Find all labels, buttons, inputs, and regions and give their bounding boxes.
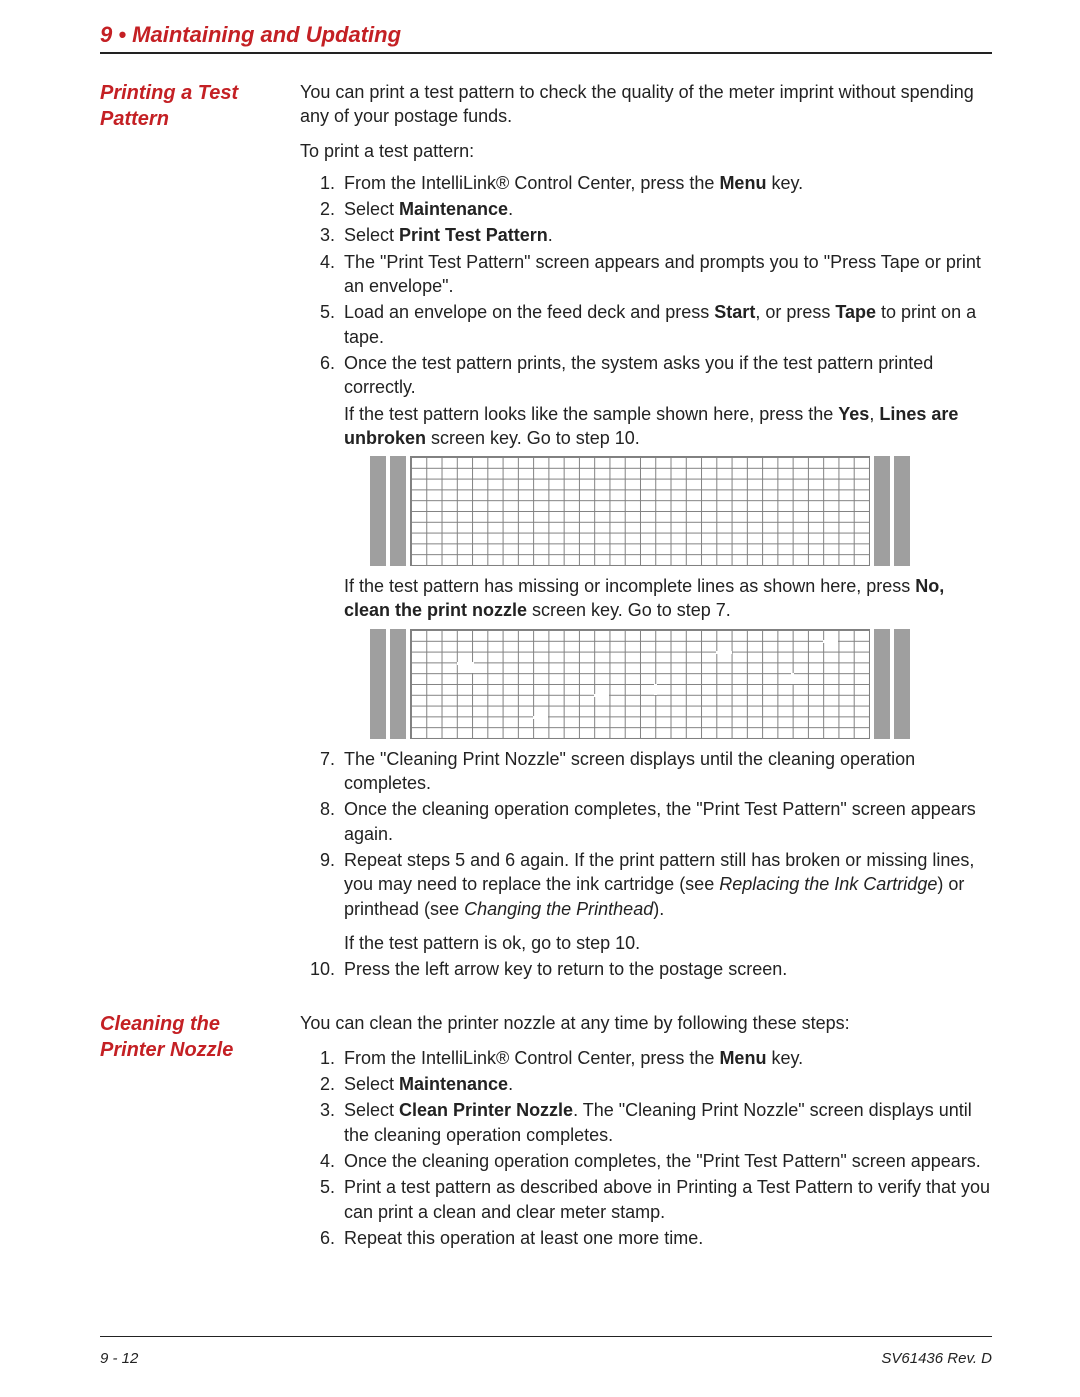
t: Select: [344, 225, 399, 245]
t: ).: [653, 899, 664, 919]
step-10: Press the left arrow key to return to th…: [340, 957, 992, 981]
step-1: From the IntelliLink® Control Center, pr…: [340, 171, 992, 195]
step-8: Once the cleaning operation completes, t…: [340, 797, 992, 846]
steps-list-2: From the IntelliLink® Control Center, pr…: [300, 1046, 992, 1250]
t: Menu: [719, 1048, 766, 1068]
t: , or press: [755, 302, 835, 322]
step-3: Select Clean Printer Nozzle. The "Cleani…: [340, 1098, 992, 1147]
t: Select: [344, 1100, 399, 1120]
section-cleaning-nozzle: Cleaning the Printer Nozzle You can clea…: [100, 1011, 992, 1252]
t: If the test pattern looks like the sampl…: [344, 404, 838, 424]
t: Yes: [838, 404, 869, 424]
section-title: Printing a Test Pattern: [100, 80, 300, 132]
t: Maintenance: [399, 199, 508, 219]
step-4: Once the cleaning operation completes, t…: [340, 1149, 992, 1173]
footer-left: 9 - 12: [100, 1350, 138, 1367]
t: .: [548, 225, 553, 245]
t: screen key. Go to step 10.: [426, 428, 640, 448]
chapter-header: 9 • Maintaining and Updating: [100, 22, 992, 54]
intro-paragraph: You can print a test pattern to check th…: [300, 80, 992, 129]
t: Clean Printer Nozzle: [399, 1100, 573, 1120]
t: ,: [869, 404, 879, 424]
t: From the IntelliLink® Control Center, pr…: [344, 1048, 719, 1068]
step-5: Load an envelope on the feed deck and pr…: [340, 300, 992, 349]
t: Print Test Pattern: [399, 225, 548, 245]
t: Changing the Printhead: [464, 899, 653, 919]
step-6: Repeat this operation at least one more …: [340, 1226, 992, 1250]
t: Start: [714, 302, 755, 322]
t: .: [508, 199, 513, 219]
figure-bad-pattern: [370, 629, 992, 739]
t: Load an envelope on the feed deck and pr…: [344, 302, 714, 322]
footer-rule: [100, 1336, 992, 1337]
steps-list-1: From the IntelliLink® Control Center, pr…: [300, 171, 992, 982]
section-printing-test-pattern: Printing a Test Pattern You can print a …: [100, 80, 992, 983]
intro-2: To print a test pattern:: [300, 139, 992, 163]
section-body: You can clean the printer nozzle at any …: [300, 1011, 992, 1252]
intro-paragraph: You can clean the printer nozzle at any …: [300, 1011, 992, 1035]
step-6: Once the test pattern prints, the system…: [340, 351, 992, 739]
t: Maintenance: [399, 1074, 508, 1094]
t: key.: [766, 173, 803, 193]
t: Select: [344, 199, 399, 219]
section-body: You can print a test pattern to check th…: [300, 80, 992, 983]
step-6-extra: If the test pattern looks like the sampl…: [344, 402, 992, 451]
step-7: The "Cleaning Print Nozzle" screen displ…: [340, 747, 992, 796]
step-4: The "Print Test Pattern" screen appears …: [340, 250, 992, 299]
step-5: Print a test pattern as described above …: [340, 1175, 992, 1224]
step-1: From the IntelliLink® Control Center, pr…: [340, 1046, 992, 1070]
t: Tape: [835, 302, 876, 322]
footer-right: SV61436 Rev. D: [881, 1350, 992, 1367]
t: Replacing the Ink Cartridge: [719, 874, 937, 894]
t: Menu: [719, 173, 766, 193]
t: From the IntelliLink® Control Center, pr…: [344, 173, 719, 193]
step-9-extra: If the test pattern is ok, go to step 10…: [344, 931, 992, 955]
step-3: Select Print Test Pattern.: [340, 223, 992, 247]
mid-text: If the test pattern has missing or incom…: [344, 574, 992, 623]
section-title: Cleaning the Printer Nozzle: [100, 1011, 300, 1063]
page-footer: 9 - 12 SV61436 Rev. D: [100, 1350, 992, 1367]
figure-good-pattern: [370, 456, 992, 566]
step-9: Repeat steps 5 and 6 again. If the print…: [340, 848, 992, 955]
step-2: Select Maintenance.: [340, 1072, 992, 1096]
t: .: [508, 1074, 513, 1094]
t: If the test pattern has missing or incom…: [344, 576, 915, 596]
t: Select: [344, 1074, 399, 1094]
t: key.: [766, 1048, 803, 1068]
t: screen key. Go to step 7.: [527, 600, 731, 620]
step-2: Select Maintenance.: [340, 197, 992, 221]
